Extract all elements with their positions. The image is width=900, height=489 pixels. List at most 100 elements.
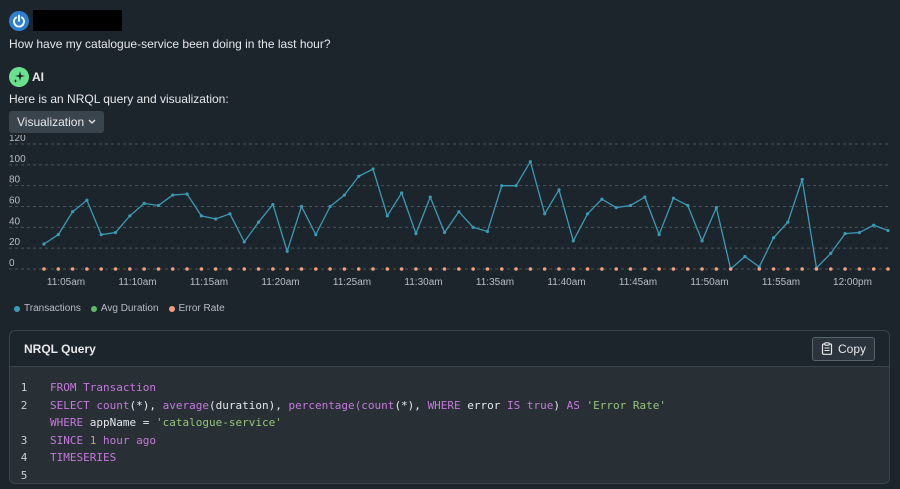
data-point-error-rate	[814, 267, 819, 271]
data-point-transactions	[400, 191, 404, 195]
copy-button[interactable]: Copy	[811, 336, 875, 361]
x-tick-label: 11:45am	[619, 277, 657, 288]
data-point-transactions	[228, 212, 232, 216]
data-point-transactions	[99, 233, 103, 237]
data-point-transactions	[743, 254, 747, 259]
data-point-error-rate	[228, 267, 232, 271]
sparkle-icon	[13, 71, 25, 83]
data-point-transactions	[42, 242, 46, 246]
legend-label: Transactions	[24, 303, 81, 314]
data-point-error-rate	[213, 267, 218, 271]
data-point-transactions	[514, 184, 518, 188]
y-tick-label: 0	[9, 258, 15, 269]
ai-message: Here is an NRQL query and visualization:	[9, 92, 229, 106]
power-icon	[13, 14, 25, 28]
data-point-transactions	[500, 184, 504, 188]
data-point-transactions	[714, 205, 718, 210]
data-point-error-rate	[685, 267, 690, 271]
code-text: WHERE appName = 'catalogue-service'	[50, 416, 282, 429]
y-tick-label: 80	[9, 175, 21, 186]
data-point-error-rate	[528, 267, 533, 271]
data-point-error-rate	[328, 267, 332, 271]
panel-title: NRQL Query	[24, 341, 96, 356]
data-point-error-rate	[471, 267, 475, 271]
y-tick-label: 40	[9, 216, 21, 227]
code-block[interactable]: 1 FROM Transaction 2 SELECT count(*), av…	[10, 367, 889, 483]
legend-item-error-rate[interactable]: Error Rate	[168, 303, 225, 314]
data-point-transactions	[686, 203, 690, 208]
data-point-transactions	[485, 229, 490, 234]
x-tick-label: 11:35am	[476, 277, 514, 288]
copy-button-label: Copy	[837, 341, 866, 356]
data-point-error-rate	[356, 267, 361, 271]
data-point-transactions	[128, 214, 132, 218]
data-point-error-rate	[70, 267, 75, 271]
data-point-error-rate	[499, 267, 504, 271]
data-point-transactions	[299, 204, 304, 209]
data-point-error-rate	[285, 267, 289, 271]
data-point-error-rate	[757, 267, 762, 271]
y-tick-label: 20	[9, 237, 21, 248]
data-point-error-rate	[714, 267, 719, 271]
data-point-transactions	[171, 193, 175, 197]
data-point-error-rate	[414, 267, 418, 271]
panel-header: NRQL Query Copy	[10, 331, 889, 367]
data-point-transactions	[271, 202, 275, 207]
data-point-transactions	[657, 233, 661, 237]
data-point-error-rate	[614, 267, 619, 271]
data-point-error-rate	[156, 267, 161, 271]
data-point-error-rate	[728, 267, 733, 271]
data-point-transactions	[256, 220, 261, 224]
ai-label: AI	[32, 70, 44, 84]
data-point-error-rate	[371, 267, 375, 271]
visualization-dropdown[interactable]: Visualization	[9, 111, 105, 133]
data-point-error-rate	[771, 267, 776, 271]
data-point-transactions	[585, 212, 590, 216]
data-point-error-rate	[428, 267, 433, 271]
legend-label: Avg Duration	[100, 303, 159, 314]
data-point-error-rate	[299, 267, 304, 271]
data-point-error-rate	[600, 267, 604, 271]
data-point-transactions	[414, 231, 418, 236]
data-point-transactions	[342, 193, 347, 197]
redacted-username	[33, 10, 122, 31]
data-point-error-rate	[113, 267, 118, 271]
data-point-transactions	[643, 195, 647, 199]
data-point-transactions	[285, 249, 289, 253]
data-point-transactions	[829, 251, 833, 255]
data-point-transactions	[428, 195, 432, 199]
data-point-error-rate	[828, 267, 833, 271]
data-point-transactions	[156, 203, 161, 208]
code-line: 4 TIMESERIES	[10, 449, 889, 467]
ai-avatar	[9, 67, 29, 87]
legend-dot	[14, 305, 20, 312]
code-text: SINCE 1 hour ago	[50, 433, 156, 447]
line-number: 3	[20, 433, 28, 447]
legend-item-transactions[interactable]: Transactions	[14, 303, 81, 314]
data-point-error-rate	[342, 267, 347, 271]
line-number	[10, 414, 38, 432]
data-point-transactions	[371, 167, 375, 171]
chart-legend: Transactions Avg Duration Error Rate	[14, 303, 225, 314]
data-point-error-rate	[557, 267, 561, 271]
code-line: 3 SINCE 1 hour ago	[10, 432, 889, 450]
data-point-error-rate	[399, 267, 404, 271]
data-point-error-rate	[42, 267, 46, 271]
line-number: 1	[20, 381, 28, 394]
data-point-error-rate	[871, 267, 876, 271]
code-text: FROM Transaction	[50, 381, 156, 394]
data-point-transactions	[671, 196, 676, 200]
code-line: 2 SELECT count(*), average(duration), pe…	[10, 397, 889, 415]
data-point-error-rate	[700, 267, 704, 271]
code-line: 1 FROM Transaction	[10, 379, 889, 397]
data-point-error-rate	[657, 267, 661, 271]
legend-item-avg-duration[interactable]: Avg Duration	[90, 303, 159, 314]
x-tick-label: 11:15am	[190, 277, 228, 288]
data-point-transactions	[242, 240, 246, 244]
line-number: 2	[20, 398, 28, 412]
data-point-transactions	[628, 203, 633, 208]
code-text: SELECT count(*), average(duration), perc…	[50, 398, 667, 412]
visualization-dropdown-label: Visualization	[17, 115, 85, 129]
line-number: 5	[20, 468, 28, 482]
data-point-transactions	[457, 210, 461, 214]
